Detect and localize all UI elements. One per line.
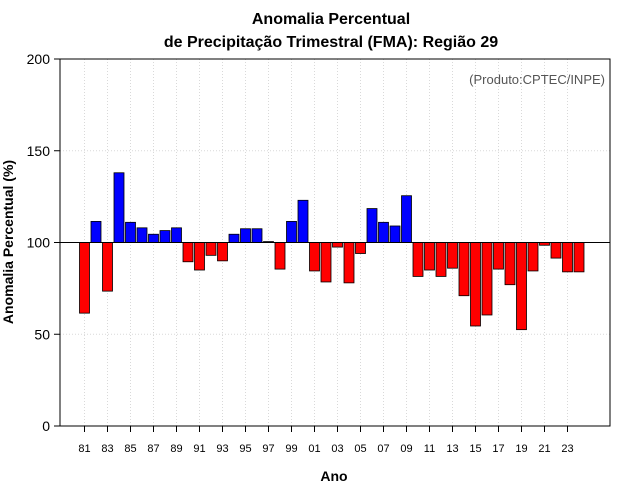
bar-15 <box>470 242 481 327</box>
bar-20 <box>527 242 539 272</box>
x-tick-label: 03 <box>331 443 343 455</box>
bar-10 <box>412 242 424 277</box>
x-tick-label: 17 <box>492 443 504 455</box>
bar-22 <box>550 242 562 259</box>
bar-81 <box>79 242 90 314</box>
bar-11 <box>424 242 435 271</box>
bar-92 <box>205 242 217 256</box>
bar-04 <box>343 242 355 284</box>
bar-18 <box>504 242 516 286</box>
bar-96 <box>251 228 263 243</box>
x-tick-label: 21 <box>538 443 550 455</box>
bar-88 <box>159 230 171 243</box>
bar-00 <box>297 199 309 243</box>
bar-01 <box>309 242 320 272</box>
y-axis-title: Anomalia Percentual (%) <box>0 160 16 324</box>
x-tick-label: 85 <box>124 443 136 455</box>
bar-82 <box>90 220 102 243</box>
credit-annotation: (Produto:CPTEC/INPE) <box>469 72 605 87</box>
bar-90 <box>182 242 194 263</box>
x-tick-label: 09 <box>400 443 412 455</box>
bar-94 <box>228 233 240 243</box>
x-tick-label: 89 <box>170 443 182 455</box>
bar-17 <box>493 242 504 270</box>
bar-16 <box>481 242 493 316</box>
y-axis: 0 50 100 150 200 <box>27 51 60 434</box>
bar-08 <box>389 225 401 243</box>
x-tick-label: 97 <box>262 443 274 455</box>
bar-89 <box>171 227 182 243</box>
bar-85 <box>125 221 136 243</box>
y-tick-label: 50 <box>34 326 50 342</box>
bar-07 <box>378 221 389 243</box>
bar-02 <box>320 242 332 283</box>
bar-23 <box>562 242 573 273</box>
y-tick-label: 100 <box>27 235 51 251</box>
x-tick-label: 95 <box>239 443 251 455</box>
bar-24 <box>573 242 585 273</box>
x-tick-label: 19 <box>515 443 527 455</box>
bar-84 <box>113 172 125 243</box>
x-axis-title: Ano <box>320 468 347 484</box>
bar-19 <box>516 242 527 331</box>
x-tick-label: 05 <box>354 443 366 455</box>
x-tick-label: 83 <box>101 443 113 455</box>
bar-12 <box>435 242 447 277</box>
bar-09 <box>401 195 412 243</box>
bar-06 <box>366 208 378 243</box>
bars <box>79 172 585 331</box>
bar-87 <box>148 233 159 243</box>
y-tick-label: 150 <box>27 143 51 159</box>
x-tick-label: 13 <box>446 443 458 455</box>
bar-13 <box>447 242 458 269</box>
bar-91 <box>194 242 205 271</box>
chart-title: Anomalia Percentual <box>252 11 410 28</box>
bar-83 <box>102 242 113 292</box>
bar-98 <box>274 242 286 270</box>
x-tick-label: 07 <box>377 443 389 455</box>
chart-subtitle: de Precipitação Trimestral (FMA): Região… <box>164 34 498 51</box>
x-tick-label: 15 <box>469 443 481 455</box>
bar-99 <box>286 220 297 243</box>
bar-95 <box>240 228 251 243</box>
x-tick-label: 01 <box>308 443 320 455</box>
x-tick-label: 23 <box>561 443 573 455</box>
bar-93 <box>217 242 228 262</box>
y-tick-label: 0 <box>42 418 50 434</box>
bar-05 <box>355 242 366 254</box>
bar-14 <box>458 242 470 297</box>
x-axis: 81 83 85 87 89 91 93 95 97 99 01 03 05 07 09 11 13 15 17 19… <box>78 426 574 455</box>
x-tick-label: 81 <box>78 443 90 455</box>
x-tick-label: 87 <box>147 443 159 455</box>
y-tick-label: 200 <box>27 51 51 67</box>
bar-86 <box>136 227 148 243</box>
bar-03 <box>332 242 343 248</box>
x-tick-label: 11 <box>424 443 435 455</box>
x-tick-label: 99 <box>285 443 297 455</box>
x-tick-label: 91 <box>193 443 205 455</box>
x-tick-label: 93 <box>216 443 228 455</box>
